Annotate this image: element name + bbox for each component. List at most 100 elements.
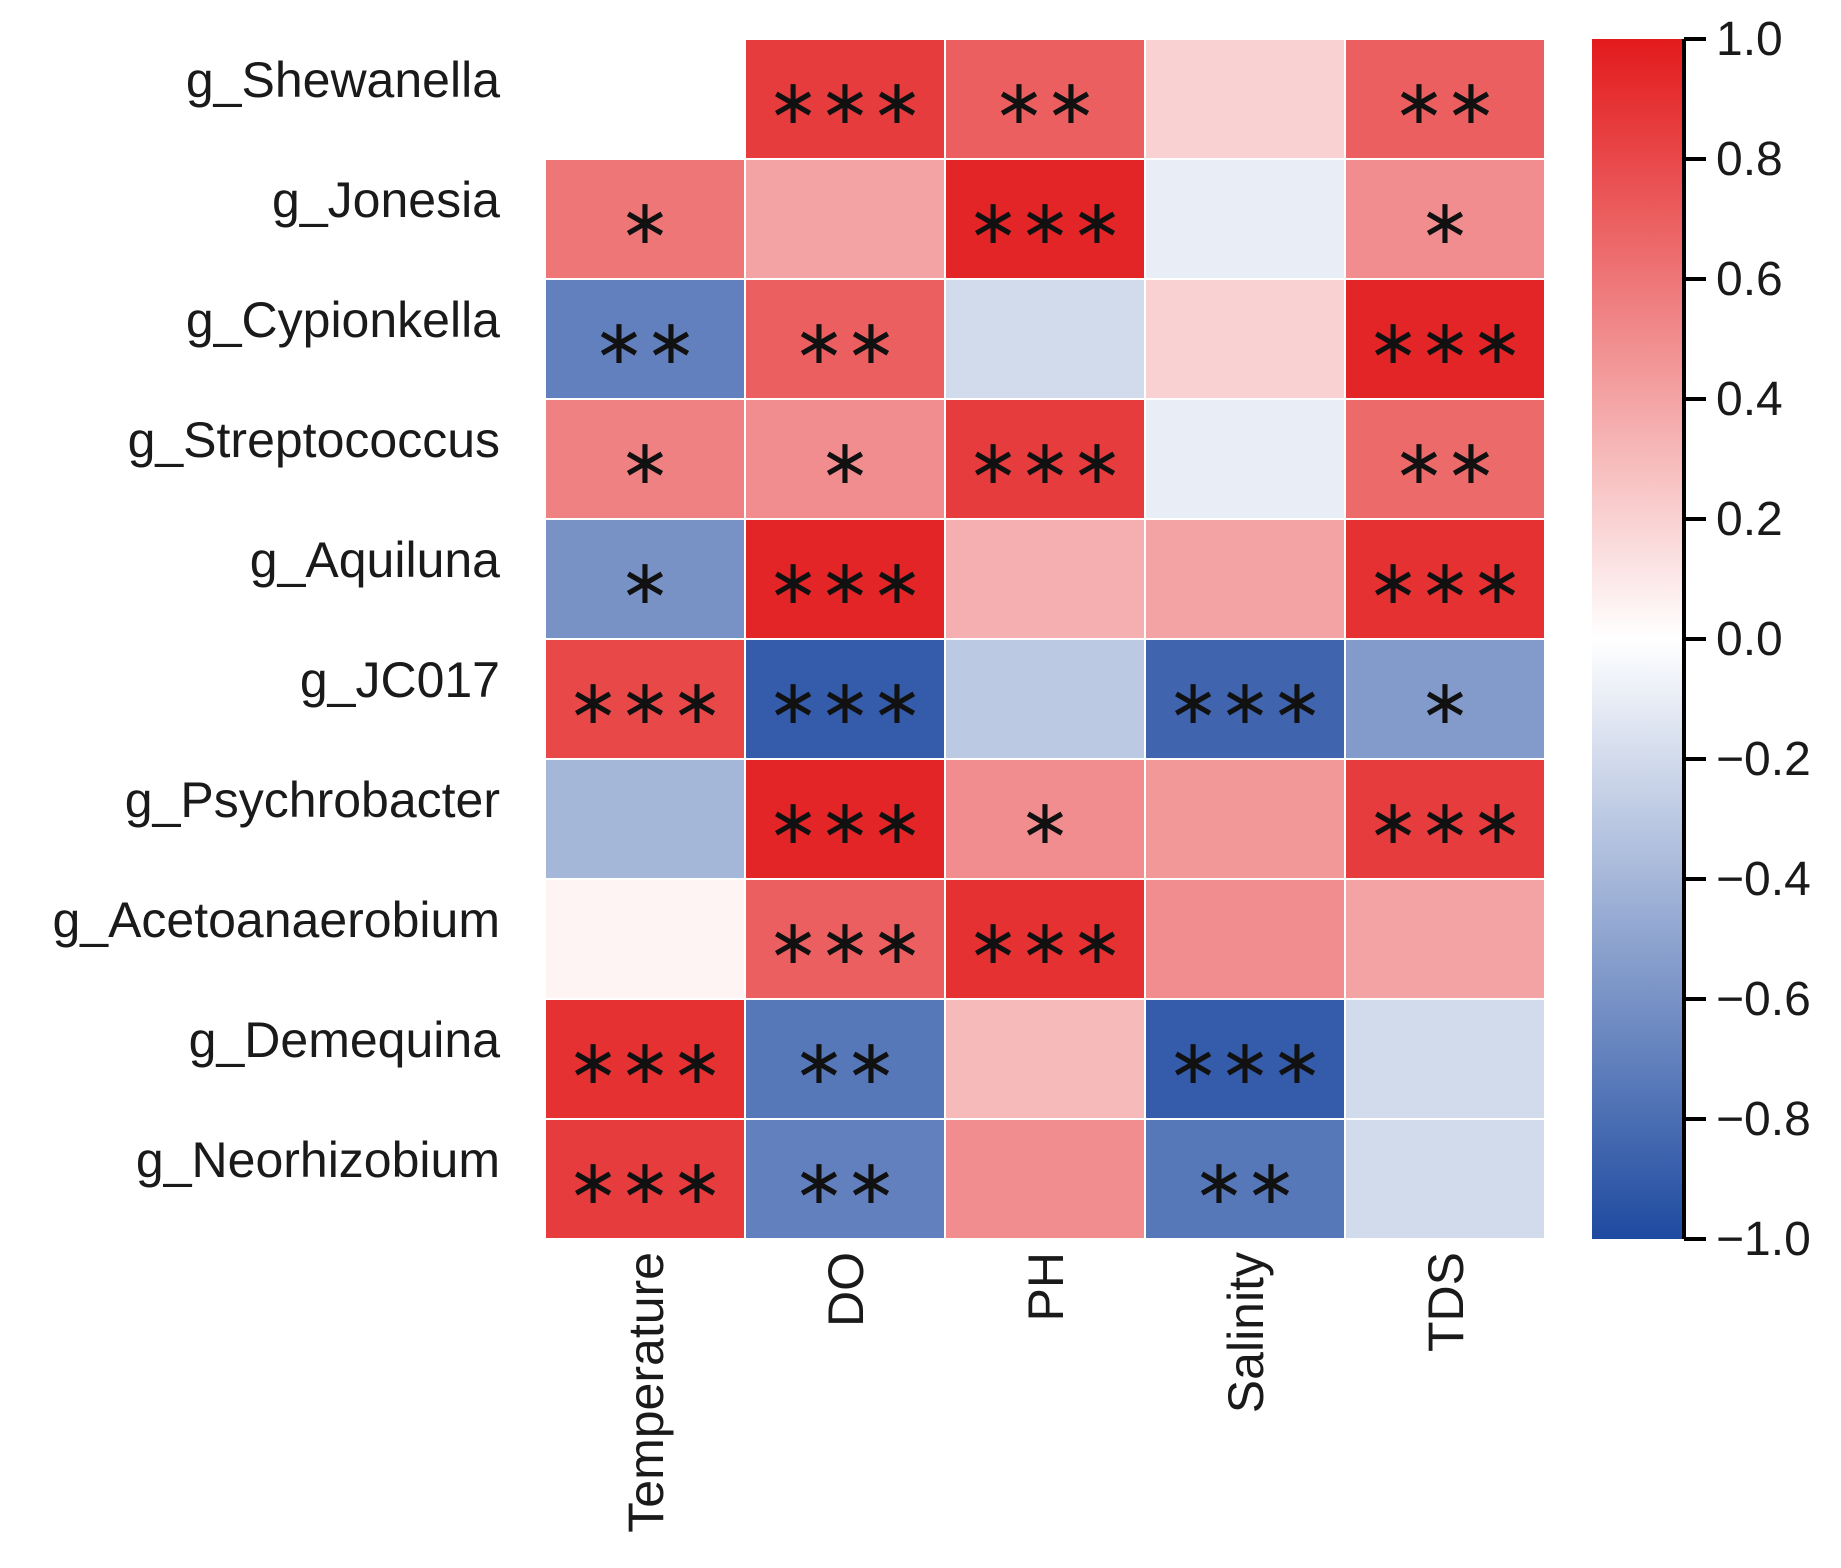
- heatmap-cell: [746, 400, 944, 518]
- colorbar-tick-label: −1.0: [1716, 1213, 1811, 1266]
- heatmap-cell: [1346, 760, 1544, 878]
- colorbar-tick-label: 0.8: [1716, 133, 1783, 186]
- heatmap-cell: [946, 400, 1144, 518]
- significance-marker: ∗: [1419, 185, 1471, 258]
- heatmap-cell: [1346, 400, 1544, 518]
- row-label: g_Demequina: [189, 1012, 501, 1068]
- column-label: Temperature: [618, 1252, 674, 1533]
- heatmap-cell: [1146, 760, 1344, 878]
- heatmap-cell: [746, 640, 944, 758]
- colorbar-tick-label: −0.8: [1716, 1093, 1811, 1146]
- column-label: PH: [1018, 1252, 1074, 1321]
- significance-marker: ∗∗∗: [1167, 1025, 1323, 1098]
- significance-marker: ∗∗: [793, 1145, 897, 1218]
- colorbar: 1.0 0.8 0.6 0.4 0.2 0.0 −0.2 −0.4 −0.6 −0.8 −1.0: [1592, 13, 1811, 1266]
- significance-marker: ∗∗∗: [1367, 545, 1523, 618]
- heatmap-cell: [1146, 40, 1344, 158]
- heatmap-cell: [1346, 520, 1544, 638]
- significance-marker: ∗∗∗: [967, 425, 1123, 498]
- heatmap-cell: [546, 400, 744, 518]
- significance-marker: ∗: [619, 545, 671, 618]
- heatmap-cell: [946, 280, 1144, 398]
- heatmap-cell: [546, 520, 744, 638]
- significance-marker: ∗∗: [793, 1025, 897, 1098]
- significance-marker: ∗∗∗: [567, 1145, 723, 1218]
- heatmap-cell: [746, 1000, 944, 1118]
- heatmap-cell: [546, 1120, 744, 1238]
- significance-marker: ∗∗∗: [767, 665, 923, 738]
- colorbar-gradient: [1592, 39, 1682, 1239]
- significance-markers: ∗∗∗ ∗∗ ∗∗∗ ∗∗∗ ∗∗∗ ∗∗ ∗∗∗∗ ∗ ∗∗∗ ∗∗∗ ∗∗∗ ∗∗∗∗∗∗ ∗∗∗ ∗…: [567, 65, 1523, 1218]
- significance-marker: ∗∗: [593, 305, 697, 378]
- heatmap-cell: [1346, 40, 1544, 158]
- heatmap-cell: [746, 520, 944, 638]
- significance-marker: ∗∗∗: [767, 545, 923, 618]
- heatmap-cell: [946, 640, 1144, 758]
- significance-marker: ∗∗: [793, 305, 897, 378]
- heatmap-cell: [1346, 1120, 1544, 1238]
- heatmap-cell: [546, 280, 744, 398]
- heatmap-cell: [1346, 880, 1544, 998]
- column-labels: Temperature DO PH Salinity TDS: [618, 1252, 1474, 1533]
- significance-marker: ∗∗∗: [767, 65, 923, 138]
- heatmap-cell: [546, 40, 744, 158]
- heatmap-cell: [946, 760, 1144, 878]
- significance-marker: ∗∗: [1193, 1145, 1297, 1218]
- heatmap-cells: [546, 40, 1544, 1238]
- row-label: g_Psychrobacter: [125, 772, 500, 828]
- heatmap-cell: [546, 1000, 744, 1118]
- heatmap-cell: [1146, 280, 1344, 398]
- significance-marker: ∗∗∗: [767, 785, 923, 858]
- column-label: Salinity: [1218, 1252, 1274, 1413]
- heatmap-cell: [746, 1120, 944, 1238]
- row-label: g_Neorhizobium: [136, 1132, 500, 1188]
- colorbar-tick-label: 1.0: [1716, 13, 1783, 66]
- row-label: g_Cypionkella: [186, 292, 500, 348]
- heatmap-cell: [746, 760, 944, 878]
- heatmap-cell: [1346, 640, 1544, 758]
- heatmap-cell: [1146, 1000, 1344, 1118]
- colorbar-tick-label: 0.4: [1716, 373, 1783, 426]
- significance-marker: ∗∗: [1393, 425, 1497, 498]
- row-labels: g_Shewanella g_Jonesia g_Cypionkella g_Stre…: [52, 52, 500, 1188]
- significance-marker: ∗∗∗: [967, 905, 1123, 978]
- heatmap-cell: [1146, 520, 1344, 638]
- heatmap-cell: [746, 160, 944, 278]
- row-label: g_Aquiluna: [250, 532, 500, 588]
- heatmap-cell: [546, 760, 744, 878]
- heatmap-cell: [1146, 1120, 1344, 1238]
- heatmap-cell: [546, 880, 744, 998]
- significance-marker: ∗: [1019, 785, 1071, 858]
- significance-marker: ∗: [619, 185, 671, 258]
- colorbar-tick-label: 0.6: [1716, 253, 1783, 306]
- heatmap-cell: [1146, 880, 1344, 998]
- significance-marker: ∗∗: [1393, 65, 1497, 138]
- row-label: g_Shewanella: [186, 52, 500, 108]
- colorbar-tick-label: −0.4: [1716, 853, 1811, 906]
- significance-marker: ∗: [819, 425, 871, 498]
- heatmap-cell: [546, 640, 744, 758]
- heatmap-cell: [546, 160, 744, 278]
- heatmap-cell: [946, 520, 1144, 638]
- heatmap-cell: [746, 40, 944, 158]
- column-label: TDS: [1418, 1252, 1474, 1352]
- significance-marker: ∗∗∗: [567, 665, 723, 738]
- significance-marker: ∗∗: [993, 65, 1097, 138]
- heatmap-cell: [1346, 1000, 1544, 1118]
- row-label: g_JC017: [300, 652, 500, 708]
- heatmap-cell: [746, 880, 944, 998]
- heatmap-cell: [1146, 640, 1344, 758]
- heatmap-cell: [1146, 160, 1344, 278]
- heatmap-cell: [1346, 280, 1544, 398]
- significance-marker: ∗∗∗: [967, 185, 1123, 258]
- heatmap-cell: [946, 40, 1144, 158]
- row-label: g_Jonesia: [272, 172, 500, 228]
- colorbar-tick-label: −0.6: [1716, 973, 1811, 1026]
- heatmap-cell: [946, 160, 1144, 278]
- row-label: g_Acetoanaerobium: [52, 892, 500, 948]
- heatmap-cell: [946, 880, 1144, 998]
- significance-marker: ∗∗∗: [1167, 665, 1323, 738]
- heatmap-cell: [946, 1120, 1144, 1238]
- significance-marker: ∗: [619, 425, 671, 498]
